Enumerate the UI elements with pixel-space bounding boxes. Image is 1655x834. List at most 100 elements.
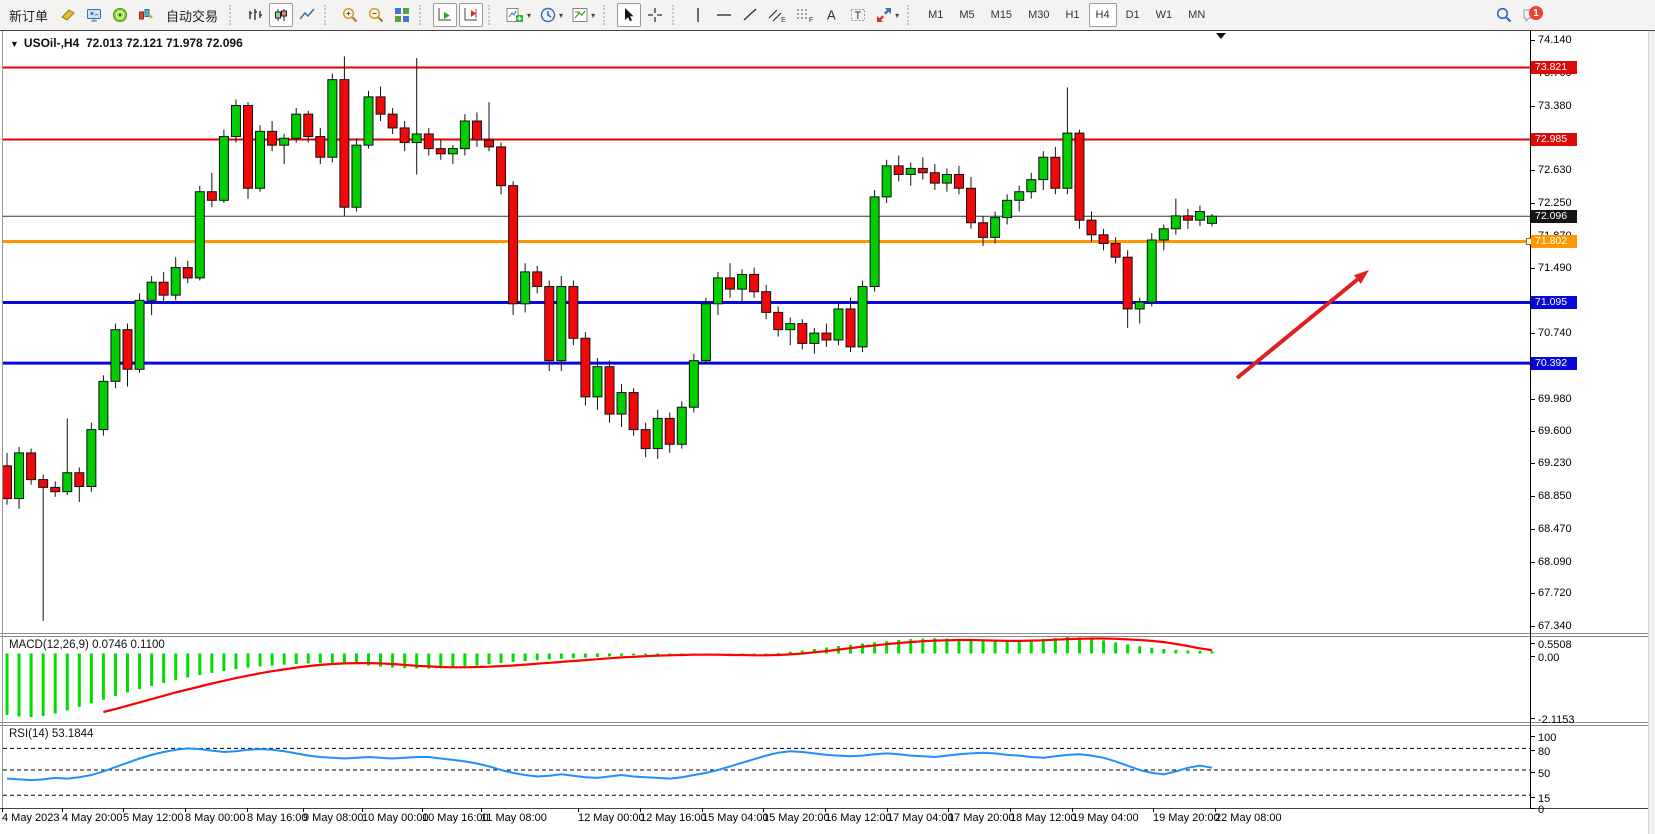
timeframe-button-M1[interactable]: M1 [928, 9, 944, 21]
periods-clock-icon[interactable]: ▾ [536, 3, 566, 27]
timeframe-button-MN[interactable]: MN [1188, 9, 1206, 21]
time-axis-label: 10 May 16:00 [422, 812, 489, 824]
timeframe-button-H4[interactable]: H4 [1088, 3, 1117, 27]
macd-label: MACD(12,26,9) 0.0746 0.1100 [9, 639, 165, 651]
templates-caret-icon[interactable]: ▾ [591, 10, 596, 20]
price-axis-label: 74.140 [1538, 34, 1572, 46]
zoom-in-icon[interactable] [338, 3, 362, 27]
candle [122, 329, 133, 370]
candle [821, 332, 832, 341]
chart-shift-marker[interactable] [1216, 33, 1226, 39]
bars-chart-icon[interactable] [243, 3, 267, 27]
equidistant-channel-icon[interactable]: E [764, 3, 790, 27]
candle [869, 196, 880, 288]
horizontal-line-icon[interactable] [712, 3, 736, 27]
candle [580, 337, 591, 398]
arrows-shapes-icon[interactable]: ▾ [872, 3, 902, 27]
arrows-caret-icon[interactable]: ▾ [895, 10, 900, 20]
rsi-separator-top[interactable] [0, 722, 1655, 723]
candle [905, 167, 916, 175]
price-badge: 72.985 [1531, 133, 1577, 147]
timeframe-button-W1[interactable]: W1 [1155, 9, 1173, 21]
candle [14, 452, 25, 500]
candle [339, 79, 350, 208]
text-icon[interactable]: A [820, 3, 844, 27]
indicators-caret-icon[interactable]: ▾ [527, 10, 532, 20]
candle [953, 173, 964, 189]
macd-separator-top[interactable] [0, 633, 1655, 634]
rsi-line [6, 747, 1213, 782]
time-axis-tick [362, 808, 363, 812]
candle [616, 392, 627, 415]
candle [1050, 156, 1061, 189]
candle [785, 323, 796, 331]
zoom-out-icon[interactable] [364, 3, 388, 27]
label-icon[interactable]: T [846, 3, 870, 27]
macd-signal-line [103, 637, 1213, 714]
rsi-panel[interactable] [3, 726, 1530, 808]
chevron-down-icon[interactable]: ▼ [10, 39, 19, 49]
community-icon[interactable] [82, 3, 106, 27]
algo-trading-icon[interactable] [134, 3, 158, 27]
periods-caret-icon[interactable]: ▾ [559, 10, 564, 20]
cursor-icon[interactable] [617, 3, 642, 27]
macd-panel[interactable] [3, 637, 1530, 721]
new-order-button[interactable]: 新订单 [3, 3, 54, 27]
macd-axis-tick [1530, 643, 1535, 644]
time-axis-tick [123, 808, 124, 812]
time-axis-label: 4 May 20:00 [62, 812, 123, 824]
timeframe-button-M15[interactable]: M15 [990, 9, 1013, 21]
trend-arrow[interactable] [1235, 277, 1359, 380]
vertical-line-icon[interactable] [686, 3, 710, 27]
candle [62, 472, 73, 493]
trendline-icon[interactable] [738, 3, 762, 27]
time-axis-tick [303, 808, 304, 812]
candle [1098, 234, 1109, 244]
time-axis-tick [640, 808, 641, 812]
candle [990, 217, 1001, 238]
candle [435, 148, 446, 155]
toolbar-separator [0, 30, 1655, 31]
svg-text:E: E [781, 17, 786, 24]
timeframe-button-D1[interactable]: D1 [1125, 9, 1140, 21]
auto-scroll-icon[interactable] [433, 3, 458, 27]
candle [1062, 132, 1073, 189]
autotrading-button[interactable]: 自动交易 [160, 3, 224, 27]
crosshair-icon[interactable] [643, 3, 667, 27]
candle [86, 429, 97, 488]
candle [1110, 242, 1121, 258]
main-candlestick-chart[interactable] [3, 32, 1530, 633]
candle [966, 187, 976, 224]
timeframe-button-M30[interactable]: M30 [1028, 9, 1050, 21]
indicators-add-icon[interactable]: ▾ [502, 3, 534, 27]
tile-windows-icon[interactable] [390, 3, 414, 27]
candle [628, 392, 639, 431]
candle [1170, 215, 1181, 230]
candle [508, 185, 519, 305]
price-badge: 71.095 [1531, 295, 1577, 309]
fibonacci-icon[interactable]: F [792, 3, 818, 27]
candle [1134, 301, 1145, 310]
time-axis-label: 10 May 00:00 [362, 812, 429, 824]
time-axis-tick [481, 808, 482, 812]
line-chart-icon[interactable] [295, 3, 319, 27]
rsi-axis-tick [1530, 808, 1535, 809]
candle [664, 417, 675, 445]
time-axis-tick [1010, 808, 1011, 812]
timeframe-button-M5[interactable]: M5 [959, 9, 975, 21]
candle [327, 79, 338, 158]
metaeditor-icon[interactable] [56, 3, 80, 27]
search-icon[interactable] [1492, 3, 1516, 27]
chart-shift-icon[interactable] [459, 3, 484, 27]
candles-chart-icon[interactable] [269, 3, 294, 27]
new-order-label: 新订单 [9, 8, 49, 24]
candle [1014, 191, 1025, 201]
trend-arrow-head[interactable] [1353, 270, 1369, 284]
timeframe-button-H1[interactable]: H1 [1065, 9, 1080, 21]
rsi-axis-label: 100 [1538, 732, 1557, 744]
candle [206, 191, 217, 201]
signals-icon[interactable] [108, 3, 132, 27]
candle [146, 281, 157, 301]
chat-icon[interactable]: 1 [1518, 3, 1544, 27]
templates-icon[interactable]: ▾ [568, 3, 598, 27]
